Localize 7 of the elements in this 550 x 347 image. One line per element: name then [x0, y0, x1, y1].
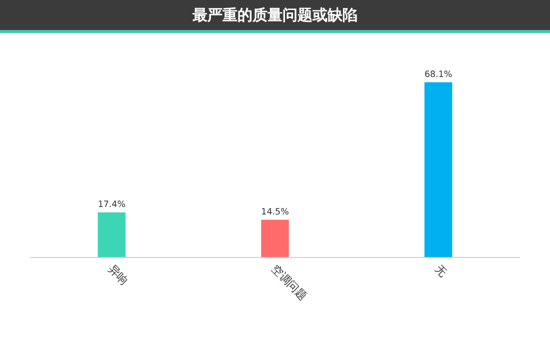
x-tick-label: 无: [432, 262, 450, 280]
data-label: 17.4%: [98, 200, 126, 210]
data-label: 14.5%: [261, 207, 289, 218]
chart-title: 最严重的质量问题或缺陷: [0, 0, 550, 33]
data-label: 68.1%: [424, 70, 452, 80]
x-tick-label: 空调问题: [268, 262, 310, 303]
x-tick-label: 异响: [106, 262, 130, 288]
